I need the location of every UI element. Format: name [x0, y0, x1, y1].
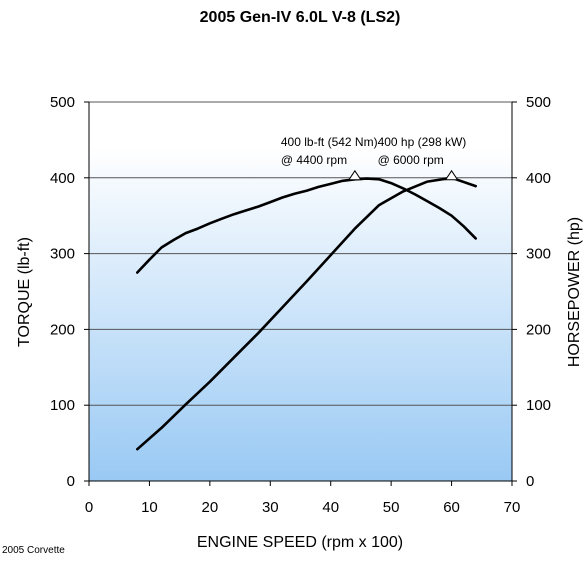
- y-left-tick-label: 200: [50, 321, 75, 338]
- y-right-tick-label: 500: [526, 94, 551, 111]
- y-left-tick-label: 400: [50, 170, 75, 187]
- annotation-line-1: 400 hp (298 kW): [378, 135, 467, 149]
- annotation-line-2: @ 4400 rpm: [281, 153, 347, 167]
- y-left-tick-label: 100: [50, 397, 75, 414]
- y-left-axis-label: TORQUE (lb-ft): [16, 237, 33, 347]
- y-right-tick-label: 100: [526, 397, 551, 414]
- series-group: [136, 176, 478, 451]
- peak-marker: [347, 169, 362, 181]
- y-left-tick-label: 300: [50, 246, 75, 263]
- y-right-tick-label: 400: [526, 170, 551, 187]
- x-tick-label: 50: [383, 499, 400, 516]
- annotation-line-1: 400 lb-ft (542 Nm): [281, 135, 378, 149]
- annotation-line-2: @ 6000 rpm: [378, 153, 444, 167]
- x-tick-label: 20: [202, 499, 219, 516]
- y-right-tick-labels: 0 100 200 300 400 500: [512, 94, 551, 490]
- annotations: 400 lb-ft (542 Nm) @ 4400 rpm 400 hp (298 …: [281, 135, 466, 167]
- x-tick-label: 30: [262, 499, 279, 516]
- x-tick-label: 10: [141, 499, 158, 516]
- x-tick-label: 40: [322, 499, 339, 516]
- x-tick-labels: 0 10 20 30 40 50 60 70: [85, 481, 521, 516]
- axes: [88, 102, 513, 482]
- y-right-tick-label: 300: [526, 246, 551, 263]
- horsepower-line: [136, 176, 478, 451]
- x-tick-label: 70: [504, 499, 521, 516]
- peak-markers: [347, 169, 459, 181]
- x-tick-label: 0: [85, 499, 93, 516]
- chart-title: 2005 Gen-IV 6.0L V-8 (LS2): [200, 9, 401, 26]
- y-right-tick-label: 0: [526, 473, 534, 490]
- plot-background: [89, 102, 512, 481]
- torque-line: [136, 177, 478, 274]
- y-left-tick-labels: 0 100 200 300 400 500: [50, 94, 89, 490]
- x-axis-label: ENGINE SPEED (rpm x 100): [197, 534, 403, 551]
- x-tick-label: 60: [443, 499, 460, 516]
- y-right-axis-label: HORSEPOWER (hp): [566, 217, 583, 367]
- peak-marker: [444, 169, 459, 181]
- grid-lines: [89, 101, 512, 406]
- y-right-tick-label: 200: [526, 321, 551, 338]
- y-left-tick-label: 0: [67, 473, 75, 490]
- footnote: 2005 Corvette: [2, 545, 65, 556]
- y-left-tick-label: 500: [50, 94, 75, 111]
